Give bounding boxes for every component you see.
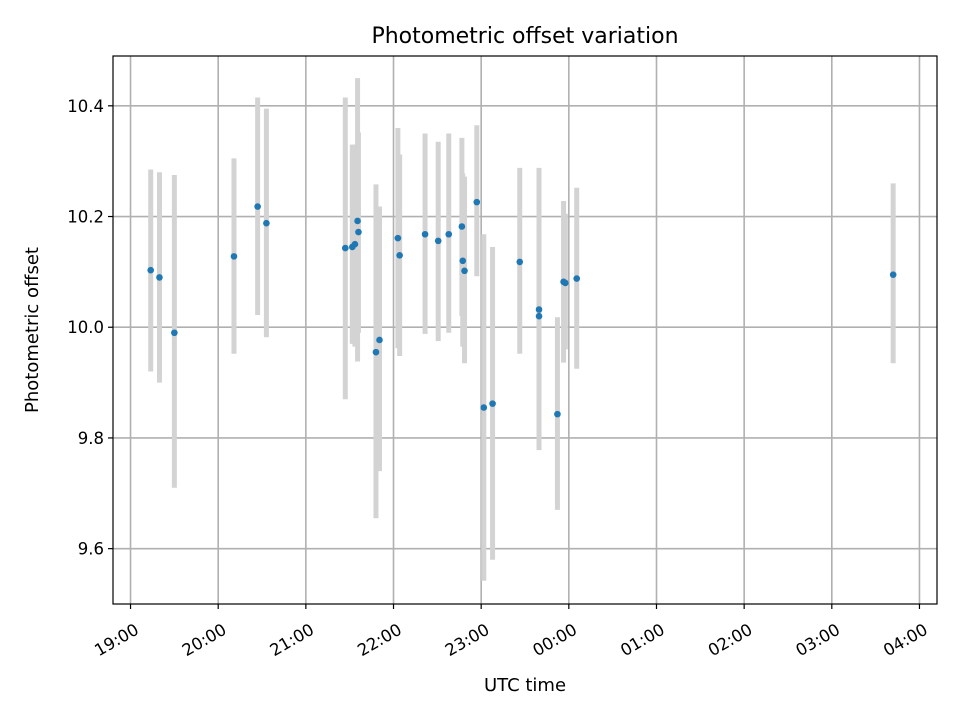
y-tick-label: 10.4 xyxy=(67,97,104,116)
y-tick-label: 10.0 xyxy=(67,318,104,337)
data-point xyxy=(376,336,383,344)
y-tick-label: 9.8 xyxy=(78,429,104,448)
data-point xyxy=(396,251,403,259)
x-axis-label: UTC time xyxy=(484,675,566,696)
data-point xyxy=(372,348,380,356)
data-point xyxy=(535,312,543,320)
data-point xyxy=(489,400,496,407)
data-point xyxy=(434,237,442,245)
data-point xyxy=(254,203,261,210)
data-point xyxy=(445,230,453,238)
data-points xyxy=(147,198,897,418)
data-point xyxy=(355,228,362,236)
y-tick-label: 9.6 xyxy=(78,540,104,559)
grid-lines xyxy=(113,56,937,604)
data-point xyxy=(461,267,468,275)
plot-frame xyxy=(112,55,938,605)
y-axis-label: Photometric offset xyxy=(22,247,43,413)
data-point xyxy=(354,217,361,225)
data-point xyxy=(480,404,488,411)
data-point xyxy=(562,279,569,287)
data-point xyxy=(156,274,163,281)
data-point xyxy=(230,253,238,260)
data-point xyxy=(516,258,524,266)
data-point xyxy=(889,271,897,278)
data-point xyxy=(473,198,481,206)
data-point xyxy=(573,275,581,282)
chart-title: Photometric offset variation xyxy=(371,24,678,49)
data-point xyxy=(554,410,561,418)
data-point xyxy=(458,223,466,230)
data-point xyxy=(351,240,359,248)
data-point xyxy=(341,244,349,252)
data-point xyxy=(394,234,402,242)
data-point xyxy=(535,306,543,313)
data-point xyxy=(263,219,270,227)
data-point xyxy=(147,266,154,274)
data-point xyxy=(171,329,178,337)
y-tick-label: 10.2 xyxy=(67,208,104,227)
data-point xyxy=(459,257,467,265)
data-point xyxy=(421,230,429,238)
